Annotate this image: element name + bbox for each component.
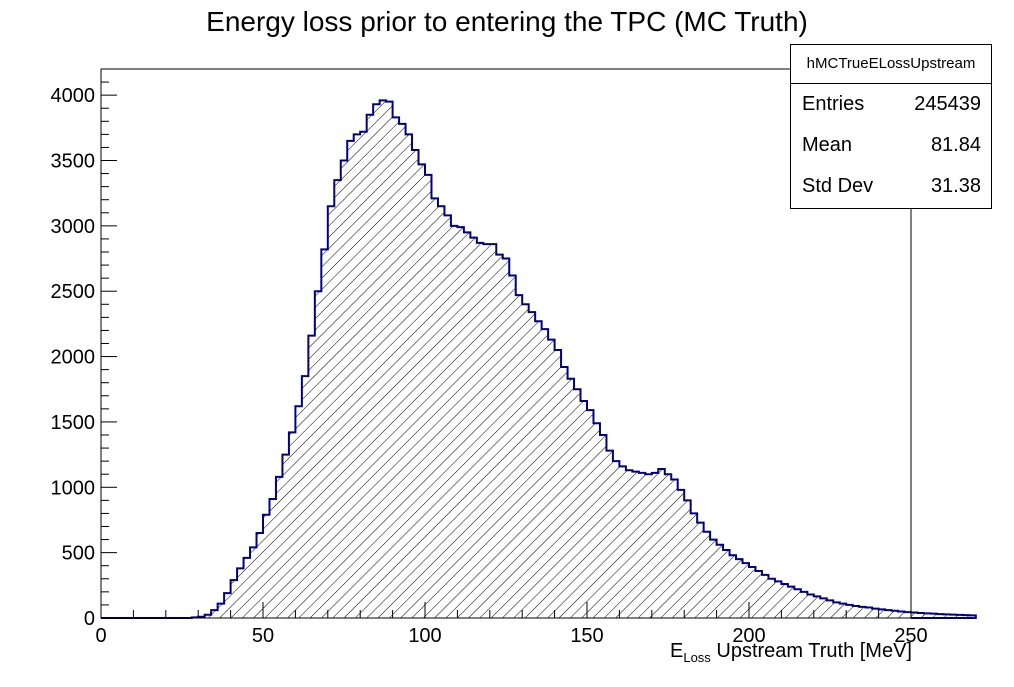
stats-label: Std Dev	[802, 175, 874, 197]
y-tick-label: 2000	[51, 347, 96, 369]
y-tick-label: 500	[62, 543, 95, 565]
x-axis-label-main: E	[670, 640, 684, 662]
stats-value: 245439	[914, 93, 981, 115]
y-tick-label: 3000	[51, 216, 96, 238]
stats-histogram-name: hMCTrueELossUpstream	[791, 45, 991, 84]
y-tick-label: 3500	[51, 151, 96, 173]
x-tick-label: 0	[95, 625, 106, 647]
stats-value: 81.84	[930, 134, 981, 156]
x-axis-label: ELoss Upstream Truth [MeV]	[670, 640, 912, 665]
histogram-outline	[101, 99, 977, 619]
x-tick-label: 50	[252, 625, 274, 647]
stats-value: 31.38	[930, 175, 981, 197]
histogram-fill	[101, 100, 976, 618]
y-tick-label: 4000	[51, 85, 96, 107]
y-tick-label: 2500	[51, 281, 96, 303]
stats-box: hMCTrueELossUpstream Entries 245439 Mean…	[790, 44, 992, 209]
histogram-bars	[101, 99, 977, 619]
chart-title: Energy loss prior to entering the TPC (M…	[206, 6, 808, 37]
x-axis-label-rest: Upstream Truth [MeV]	[716, 640, 912, 662]
x-tick-label: 150	[570, 625, 603, 647]
stats-row-stddev: Std Dev 31.38	[791, 166, 991, 207]
x-tick-label: 250	[894, 625, 927, 647]
stats-label: Entries	[802, 93, 865, 115]
axis-ticks: 0 50 100 150 200 2500500100015002000250030003…	[51, 68, 928, 647]
stats-row-entries: Entries 245439	[791, 84, 991, 125]
stats-label: Mean	[802, 134, 853, 156]
x-tick-label: 200	[732, 625, 765, 647]
x-tick-label: 100	[408, 625, 441, 647]
x-axis-label-subscript: Loss	[683, 650, 711, 665]
stats-row-mean: Mean 81.84	[791, 125, 991, 166]
y-tick-label: 1500	[51, 412, 96, 434]
y-tick-label: 0	[84, 608, 95, 630]
y-tick-label: 1000	[51, 477, 96, 499]
